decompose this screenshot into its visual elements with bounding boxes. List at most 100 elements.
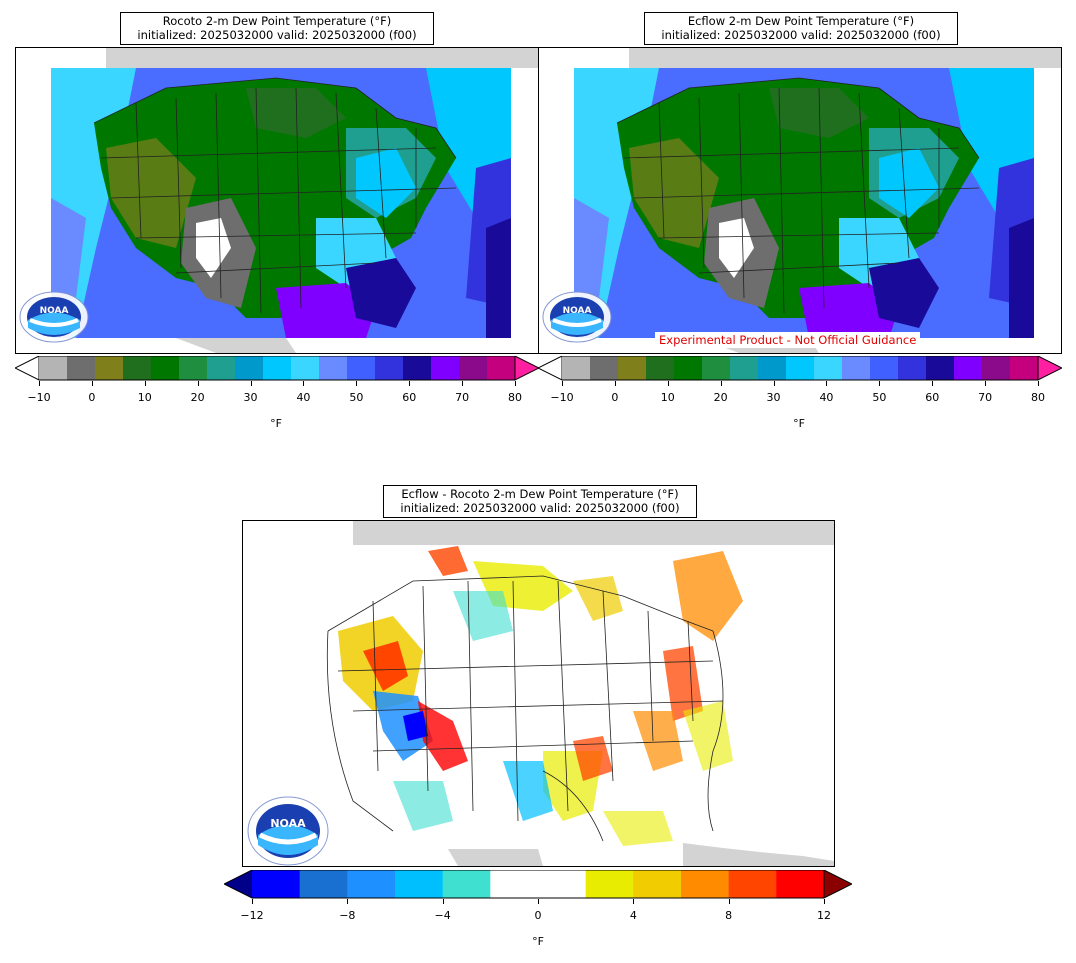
- colorbar-bin: [235, 356, 264, 380]
- colorbar-tick-mark: [442, 899, 444, 904]
- colorbar-max-extension: [1037, 356, 1062, 381]
- colorbar-bin: [395, 870, 444, 898]
- colorbar-tick-label: 30: [766, 391, 781, 404]
- colorbar-tick-mark: [144, 381, 146, 386]
- ecflow-title-line2: initialized: 2025032000 valid: 202503200…: [661, 28, 941, 42]
- colorbar-min-extension: [15, 356, 40, 381]
- colorbar-tick-label: 70: [455, 391, 470, 404]
- colorbar-tick-mark: [347, 899, 349, 904]
- colorbar-tick-label: 0: [534, 909, 542, 922]
- colorbar-tick-mark: [39, 381, 40, 386]
- colorbar-bin: [347, 356, 376, 380]
- colorbar-bin: [814, 356, 843, 380]
- ecflow-colorbar: [538, 356, 1062, 381]
- colorbar-min-extension: [224, 870, 253, 899]
- rocoto-map-canvas: [16, 48, 538, 353]
- colorbar-bin: [487, 356, 516, 380]
- noaa-logo-icon: NOAA: [542, 291, 612, 343]
- colorbar-bin: [207, 356, 236, 380]
- colorbar-bin: [776, 870, 825, 898]
- colorbar-tick-label: 20: [190, 391, 205, 404]
- experimental-disclaimer: Experimental Product - Not Official Guid…: [655, 332, 921, 348]
- colorbar-tick-label: 80: [1031, 391, 1045, 404]
- colorbar-tick-label: 50: [872, 391, 887, 404]
- colorbar-bin: [252, 870, 301, 898]
- colorbar-bin: [179, 356, 208, 380]
- colorbar-tick-mark: [824, 899, 825, 904]
- colorbar-tick-mark: [1038, 381, 1039, 386]
- colorbar-tick-mark: [515, 381, 516, 386]
- colorbar-tick-mark: [91, 381, 93, 386]
- colorbar-bin: [67, 356, 96, 380]
- colorbar-tick-label: 20: [713, 391, 728, 404]
- noaa-logo-icon: NOAA: [19, 291, 89, 343]
- colorbar-bin: [758, 356, 787, 380]
- colorbar-bin: [681, 870, 730, 898]
- colorbar-tick-label: 30: [243, 391, 258, 404]
- colorbar-tick-mark: [252, 899, 253, 904]
- colorbar-tick-label: 50: [349, 391, 364, 404]
- colorbar-max-extension: [823, 870, 852, 899]
- colorbar-bin: [347, 870, 396, 898]
- colorbar-tick-mark: [197, 381, 199, 386]
- colorbar-tick-mark: [562, 381, 563, 386]
- colorbar-tick-mark: [409, 381, 411, 386]
- colorbar-bin: [562, 356, 591, 380]
- colorbar-bin: [730, 356, 759, 380]
- svg-text:NOAA: NOAA: [563, 306, 592, 316]
- colorbar-tick-mark: [250, 381, 252, 386]
- colorbar-bin: [590, 356, 619, 380]
- colorbar-bin: [842, 356, 871, 380]
- colorbar-bin: [898, 356, 927, 380]
- colorbar-tick-mark: [303, 381, 305, 386]
- colorbar-bin: [646, 356, 675, 380]
- colorbar-bin: [490, 870, 539, 898]
- colorbar-bin: [263, 356, 292, 380]
- rocoto-map: [15, 47, 539, 354]
- colorbar-tick-label: −12: [240, 909, 264, 922]
- diff-title: Ecflow - Rocoto 2-m Dew Point Temperatur…: [383, 485, 697, 518]
- colorbar-bin: [633, 870, 682, 898]
- colorbar-bin: [39, 356, 68, 380]
- colorbar-bin: [431, 356, 460, 380]
- colorbar-tick-label: 12: [817, 909, 831, 922]
- colorbar-tick-label: 0: [611, 391, 619, 404]
- colorbar-bin: [674, 356, 703, 380]
- ecflow-title-line1: Ecflow 2-m Dew Point Temperature (°F): [687, 14, 915, 28]
- colorbar-bin: [403, 356, 432, 380]
- diff-title-line1: Ecflow - Rocoto 2-m Dew Point Temperatur…: [401, 487, 679, 501]
- colorbar-bin: [459, 356, 488, 380]
- colorbar-tick-label: 40: [819, 391, 834, 404]
- ecflow-colorbar-unit: °F: [793, 417, 805, 430]
- colorbar-tick-mark: [462, 381, 464, 386]
- colorbar-tick-label: 10: [660, 391, 675, 404]
- colorbar-bin: [299, 870, 348, 898]
- colorbar-tick-mark: [728, 899, 730, 904]
- colorbar-bin: [1010, 356, 1039, 380]
- colorbar-bin: [291, 356, 320, 380]
- colorbar-tick-mark: [667, 381, 669, 386]
- colorbar-bin: [702, 356, 731, 380]
- colorbar-tick-mark: [879, 381, 881, 386]
- colorbar-max-extension: [514, 356, 539, 381]
- colorbar-tick-label: 40: [296, 391, 311, 404]
- colorbar-tick-mark: [538, 899, 539, 904]
- colorbar-bin: [728, 870, 777, 898]
- svg-text:NOAA: NOAA: [40, 306, 69, 316]
- diff-map: [242, 520, 835, 867]
- colorbar-tick-mark: [356, 381, 358, 386]
- colorbar-bin: [375, 356, 404, 380]
- colorbar-bin: [123, 356, 152, 380]
- colorbar-bin: [319, 356, 348, 380]
- colorbar-bin: [442, 870, 491, 898]
- colorbar-bin: [538, 870, 587, 898]
- colorbar-bin: [585, 870, 634, 898]
- ecflow-title: Ecflow 2-m Dew Point Temperature (°F) in…: [644, 12, 958, 45]
- diff-title-line2: initialized: 2025032000 valid: 202503200…: [400, 501, 680, 515]
- colorbar-tick-label: −10: [27, 391, 51, 404]
- colorbar-tick-label: −4: [434, 909, 451, 922]
- colorbar-tick-label: −8: [339, 909, 356, 922]
- colorbar-min-extension: [538, 356, 563, 381]
- colorbar-tick-mark: [614, 381, 616, 386]
- rocoto-title: Rocoto 2-m Dew Point Temperature (°F) in…: [120, 12, 434, 45]
